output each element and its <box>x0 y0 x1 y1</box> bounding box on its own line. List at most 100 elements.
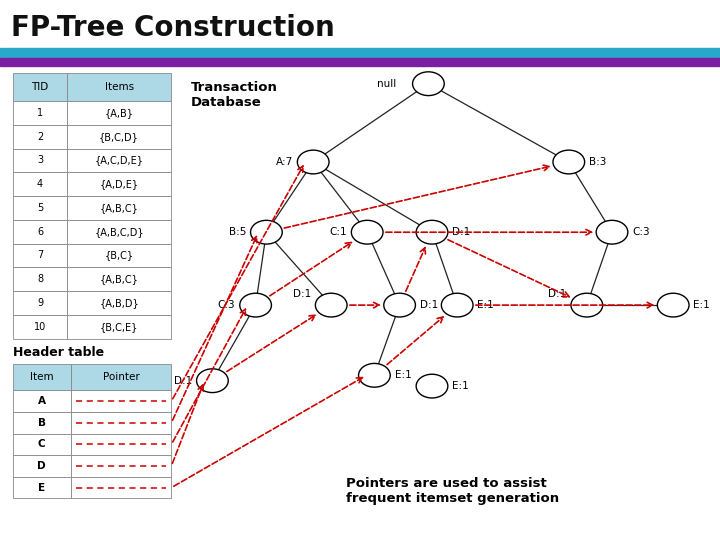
Text: D:1: D:1 <box>293 289 311 299</box>
Bar <box>13 315 67 339</box>
Bar <box>13 390 71 412</box>
Circle shape <box>553 150 585 174</box>
Text: E: E <box>38 483 45 492</box>
Bar <box>71 455 171 477</box>
Text: C:3: C:3 <box>632 227 649 237</box>
Text: D: D <box>37 461 46 471</box>
Text: {B,C,D}: {B,C,D} <box>99 132 139 141</box>
Bar <box>71 390 171 412</box>
Bar <box>13 364 71 390</box>
Bar <box>71 364 171 390</box>
Circle shape <box>315 293 347 317</box>
Circle shape <box>571 293 603 317</box>
Text: {B,C}: {B,C} <box>104 251 134 260</box>
Text: FP-Tree Construction: FP-Tree Construction <box>11 14 335 42</box>
Bar <box>13 244 67 267</box>
Text: D:1: D:1 <box>452 227 470 237</box>
Bar <box>67 73 171 101</box>
Text: B:3: B:3 <box>589 157 606 167</box>
Circle shape <box>384 293 415 317</box>
Bar <box>71 477 171 498</box>
Bar <box>13 291 67 315</box>
Text: A:7: A:7 <box>276 157 293 167</box>
Text: E:1: E:1 <box>452 381 469 391</box>
Text: TID: TID <box>32 82 48 92</box>
Text: 9: 9 <box>37 298 43 308</box>
Text: C: C <box>38 440 45 449</box>
Bar <box>67 148 171 172</box>
Text: 7: 7 <box>37 251 43 260</box>
Text: Header table: Header table <box>13 346 104 359</box>
Circle shape <box>359 363 390 387</box>
Text: {A,B}: {A,B} <box>104 108 134 118</box>
Text: E:1: E:1 <box>477 300 494 310</box>
Text: D:1: D:1 <box>420 300 438 310</box>
Text: {A,B,C}: {A,B,C} <box>100 274 138 284</box>
Bar <box>67 101 171 125</box>
Text: Transaction
Database: Transaction Database <box>191 81 278 109</box>
Bar <box>0 58 720 66</box>
Circle shape <box>251 220 282 244</box>
Text: B: B <box>37 418 46 428</box>
Bar <box>71 434 171 455</box>
Bar <box>67 125 171 148</box>
Text: {A,D,E}: {A,D,E} <box>99 179 139 189</box>
Text: 3: 3 <box>37 156 43 165</box>
Circle shape <box>413 72 444 96</box>
Text: C:3: C:3 <box>218 300 235 310</box>
Bar <box>13 455 71 477</box>
Text: null: null <box>377 79 396 89</box>
Bar <box>67 196 171 220</box>
Bar <box>13 172 67 196</box>
Text: E:1: E:1 <box>693 300 710 310</box>
Text: 5: 5 <box>37 203 43 213</box>
Bar <box>67 315 171 339</box>
Bar <box>13 73 67 101</box>
Circle shape <box>416 374 448 398</box>
Circle shape <box>197 369 228 393</box>
Circle shape <box>657 293 689 317</box>
Bar <box>13 412 71 434</box>
Bar <box>67 244 171 267</box>
Text: {A,B,D}: {A,B,D} <box>99 298 139 308</box>
Text: Item: Item <box>30 373 53 382</box>
Text: Pointer: Pointer <box>102 373 140 382</box>
Circle shape <box>297 150 329 174</box>
Text: A: A <box>37 396 46 406</box>
Circle shape <box>441 293 473 317</box>
Text: B:5: B:5 <box>229 227 246 237</box>
Bar <box>67 267 171 291</box>
Text: 2: 2 <box>37 132 43 141</box>
Text: {A,B,C,D}: {A,B,C,D} <box>94 227 144 237</box>
Text: Pointers are used to assist
frequent itemset generation: Pointers are used to assist frequent ite… <box>346 477 559 505</box>
Bar <box>13 220 67 244</box>
Bar <box>71 412 171 434</box>
Text: {B,C,E}: {B,C,E} <box>100 322 138 332</box>
Text: D:1: D:1 <box>174 376 192 386</box>
Bar <box>0 48 720 58</box>
Text: 1: 1 <box>37 108 43 118</box>
Bar <box>67 172 171 196</box>
Text: 8: 8 <box>37 274 43 284</box>
Bar <box>13 477 71 498</box>
Text: {A,C,D,E}: {A,C,D,E} <box>94 156 144 165</box>
Circle shape <box>596 220 628 244</box>
Text: {A,B,C}: {A,B,C} <box>100 203 138 213</box>
Bar <box>13 267 67 291</box>
Circle shape <box>351 220 383 244</box>
Text: 10: 10 <box>34 322 46 332</box>
Bar <box>67 291 171 315</box>
Text: E:1: E:1 <box>395 370 411 380</box>
Text: C:1: C:1 <box>330 227 347 237</box>
Circle shape <box>240 293 271 317</box>
Text: Items: Items <box>104 82 134 92</box>
Circle shape <box>416 220 448 244</box>
Bar <box>13 148 67 172</box>
Bar <box>13 125 67 148</box>
Text: 4: 4 <box>37 179 43 189</box>
Text: 6: 6 <box>37 227 43 237</box>
Text: D:1: D:1 <box>549 289 567 299</box>
Bar <box>13 434 71 455</box>
Bar <box>13 196 67 220</box>
Bar <box>67 220 171 244</box>
